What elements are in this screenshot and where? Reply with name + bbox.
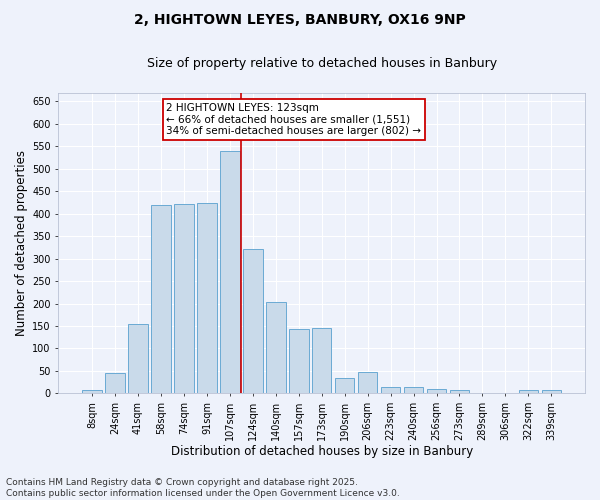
Bar xyxy=(542,390,561,394)
Bar xyxy=(404,388,424,394)
Bar xyxy=(106,373,125,394)
Bar xyxy=(174,204,194,394)
Bar xyxy=(82,390,102,394)
Bar xyxy=(289,329,308,394)
Bar xyxy=(450,390,469,394)
Text: 2 HIGHTOWN LEYES: 123sqm
← 66% of detached houses are smaller (1,551)
34% of sem: 2 HIGHTOWN LEYES: 123sqm ← 66% of detach… xyxy=(166,103,421,136)
Text: 2, HIGHTOWN LEYES, BANBURY, OX16 9NP: 2, HIGHTOWN LEYES, BANBURY, OX16 9NP xyxy=(134,12,466,26)
Bar xyxy=(427,389,446,394)
X-axis label: Distribution of detached houses by size in Banbury: Distribution of detached houses by size … xyxy=(170,444,473,458)
Bar xyxy=(312,328,331,394)
Bar xyxy=(381,386,400,394)
Bar xyxy=(151,204,171,394)
Bar xyxy=(220,151,239,394)
Text: Contains HM Land Registry data © Crown copyright and database right 2025.
Contai: Contains HM Land Registry data © Crown c… xyxy=(6,478,400,498)
Bar xyxy=(518,390,538,394)
Bar xyxy=(197,202,217,394)
Title: Size of property relative to detached houses in Banbury: Size of property relative to detached ho… xyxy=(146,58,497,70)
Bar xyxy=(243,248,263,394)
Bar xyxy=(335,378,355,394)
Bar xyxy=(358,372,377,394)
Y-axis label: Number of detached properties: Number of detached properties xyxy=(15,150,28,336)
Bar xyxy=(128,324,148,394)
Bar xyxy=(266,302,286,394)
